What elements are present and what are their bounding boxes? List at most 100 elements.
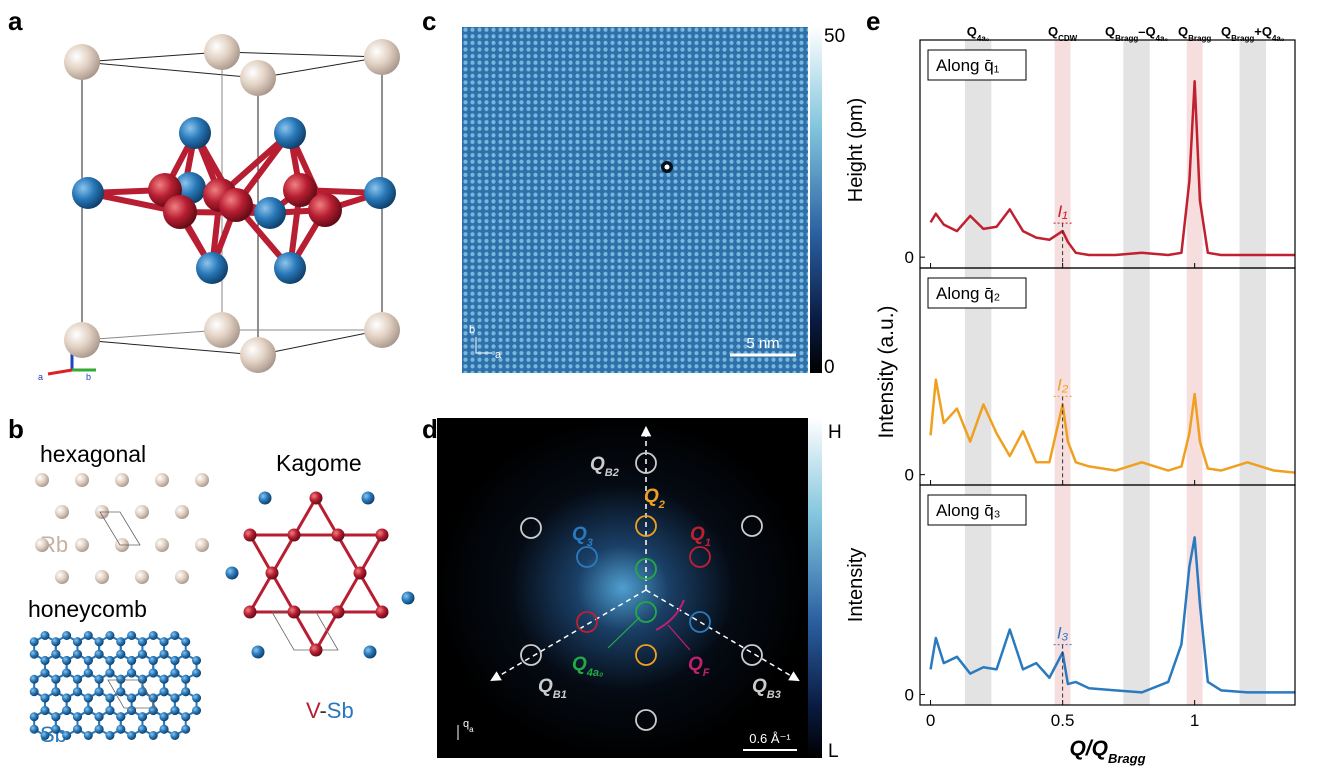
rb-atom xyxy=(240,337,276,373)
y-tick-label: 0 xyxy=(905,248,914,267)
rb-atom xyxy=(195,538,209,552)
sb-atom xyxy=(73,687,82,696)
sb-atom xyxy=(181,725,190,734)
rb-atom xyxy=(35,473,49,487)
v-atom xyxy=(163,195,197,229)
sb-atom xyxy=(116,712,125,721)
label-text: +Q xyxy=(1254,24,1272,39)
panel-label: a xyxy=(8,6,23,36)
subscript: Bragg xyxy=(1115,34,1138,43)
subscript: CDW xyxy=(1058,34,1078,43)
sb-atom xyxy=(95,712,104,721)
v-atom xyxy=(244,606,257,619)
label-text: Q xyxy=(752,676,767,697)
colorbar-tick: H xyxy=(828,422,842,443)
sb-atom xyxy=(51,712,60,721)
sb-atom xyxy=(105,656,114,665)
sb-atom xyxy=(62,706,71,715)
sb-atom xyxy=(138,637,147,646)
sb-atom xyxy=(196,252,228,284)
subscript: a xyxy=(469,725,474,734)
v-atom xyxy=(310,492,323,505)
sb-atom xyxy=(226,567,239,580)
sb-atom xyxy=(62,694,71,703)
sb-atom xyxy=(364,646,377,659)
sb-atom xyxy=(127,694,136,703)
rb-atom xyxy=(75,473,89,487)
x-axis-label: Q/QBragg xyxy=(1069,737,1145,766)
sb-atom xyxy=(51,650,60,659)
sb-atom xyxy=(41,706,50,715)
sb-atom xyxy=(160,650,169,659)
v-atom xyxy=(288,606,301,619)
sb-atom xyxy=(170,731,179,740)
label-text: Q xyxy=(690,524,705,545)
kagome-triangle xyxy=(250,498,382,612)
colorbar xyxy=(810,27,822,373)
sb-atom xyxy=(84,706,93,715)
lattice-title: honeycomb xyxy=(28,596,147,622)
rb-atom xyxy=(35,538,49,552)
subscript: 2 xyxy=(658,499,665,511)
legend-label: Along q̄₁ xyxy=(936,56,1000,75)
sb-atom xyxy=(138,650,147,659)
band xyxy=(965,40,991,705)
sb-atom xyxy=(160,675,169,684)
sb-atom xyxy=(30,687,39,696)
sb-atom xyxy=(181,687,190,696)
sb-atom xyxy=(181,637,190,646)
subscript: 4a₀ xyxy=(1156,34,1169,43)
sb-atom xyxy=(116,675,125,684)
axis-label: b xyxy=(469,324,475,336)
sb-atom xyxy=(259,492,272,505)
sb-atom xyxy=(84,731,93,740)
line-chart: Q4a₀QCDWQBragg–Q4a₀QBraggQBragg+Q4a₀0Alo… xyxy=(875,24,1295,766)
sb-atom xyxy=(364,177,396,209)
v-atom xyxy=(354,567,367,580)
sb-atom xyxy=(192,694,201,703)
sb-atom xyxy=(105,706,114,715)
annotation: I₂ xyxy=(1057,375,1069,394)
label-text: Q xyxy=(1048,24,1058,39)
atom-label: Sb xyxy=(327,698,354,723)
sb-atom xyxy=(192,656,201,665)
sb-atom xyxy=(41,731,50,740)
v-atom xyxy=(332,606,345,619)
label-text: Q xyxy=(590,454,605,475)
sb-atom xyxy=(62,656,71,665)
sb-atom xyxy=(51,675,60,684)
sb-atom xyxy=(274,252,306,284)
subscript: F xyxy=(703,667,710,679)
subscript: Bragg xyxy=(1231,34,1254,43)
rb-atom xyxy=(135,570,149,584)
sb-atom xyxy=(41,694,50,703)
sb-atom xyxy=(274,117,306,149)
sb-atom xyxy=(105,694,114,703)
v-atom xyxy=(376,606,389,619)
y-axis-label: Intensity (a.u.) xyxy=(875,305,898,438)
rb-atom xyxy=(155,473,169,487)
sb-atom xyxy=(95,650,104,659)
sb-atom xyxy=(105,631,114,640)
sb-atom xyxy=(30,637,39,646)
band xyxy=(1240,40,1266,705)
rb-atom xyxy=(240,60,276,96)
sb-atom xyxy=(160,687,169,696)
sb-atom xyxy=(127,669,136,678)
sb-atom xyxy=(170,706,179,715)
subscript: B1 xyxy=(553,689,567,701)
lattice-title: Kagome xyxy=(276,450,362,476)
sb-atom xyxy=(149,631,158,640)
colorbar-tick: 50 xyxy=(824,26,845,47)
rb-atom xyxy=(175,505,189,519)
y-tick-label: 0 xyxy=(905,686,914,705)
sb-atom xyxy=(116,687,125,696)
atom-label: - xyxy=(319,698,326,723)
sb-atom xyxy=(179,117,211,149)
sb-atom xyxy=(170,694,179,703)
band xyxy=(1055,40,1071,705)
panel-label: e xyxy=(866,6,880,36)
sb-atom xyxy=(181,712,190,721)
sb-atom xyxy=(127,706,136,715)
scale-label: 0.6 Å⁻¹ xyxy=(749,731,791,746)
